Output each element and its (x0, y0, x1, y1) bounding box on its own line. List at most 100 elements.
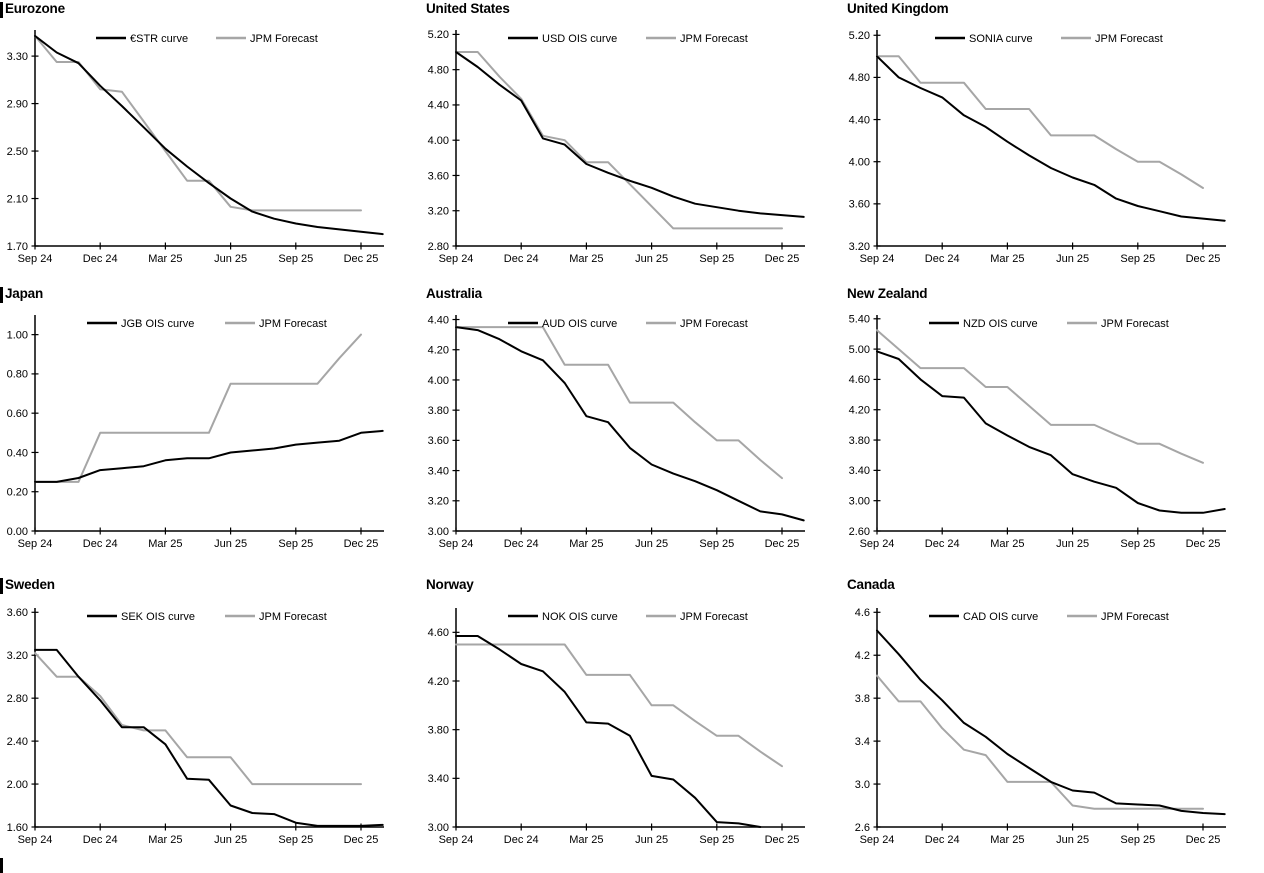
x-tick-label: Dec 25 (1186, 538, 1221, 550)
y-tick-label: 3.8 (855, 693, 870, 705)
chart-title-japan: Japan (5, 286, 44, 301)
chart-plot-canada: 2.6 3.0 3.4 3.8 4.2 4.6 Sep 24 Dec 24 Mar 25 Jun … (855, 607, 1226, 846)
chart-title-canada: Canada (847, 577, 895, 592)
x-tick-label: Jun 25 (1056, 834, 1089, 846)
x-tick-label: Sep 25 (1120, 253, 1155, 265)
y-tick-label: 4.20 (849, 405, 870, 417)
y-tick-label: 4.40 (849, 114, 870, 126)
chart-plot-united-states: 2.80 3.20 3.60 4.00 4.40 4.80 5.20 Sep 24 Dec 24… (428, 29, 805, 265)
x-tick-label: Sep 24 (439, 253, 474, 265)
y-tick-label: 2.50 (7, 146, 28, 158)
legend-label: JPM Forecast (1101, 611, 1169, 623)
y-tick-label: 4.2 (855, 650, 870, 662)
x-tick-label: Dec 25 (765, 834, 800, 846)
x-tick-label: Mar 25 (148, 834, 182, 846)
legend-label: JPM Forecast (680, 33, 748, 45)
series-line-forecast (34, 333, 362, 483)
y-tick-label: 3.40 (428, 773, 449, 785)
y-tick-label: 3.80 (428, 724, 449, 736)
series-line-forecast (455, 326, 783, 480)
y-tick-label: 4.80 (849, 72, 870, 84)
x-tick-label: Mar 25 (569, 253, 603, 265)
y-tick-label: 3.60 (7, 607, 28, 619)
y-tick-label: 0.60 (7, 408, 28, 420)
y-tick-label: 5.40 (849, 314, 870, 326)
chart-plot-australia: 3.00 3.20 3.40 3.60 3.80 4.00 4.20 4.40 Sep 24 De… (428, 314, 805, 550)
x-tick-label: Dec 25 (344, 253, 379, 265)
x-tick-label: Jun 25 (214, 538, 247, 550)
chart-cell-new-zealand: New Zealand 2.60 3.00 3.40 3.80 4.20 4.60 5.00… (842, 285, 1264, 570)
y-tick-label: 3.20 (428, 496, 449, 508)
y-tick-label: 4.00 (849, 157, 870, 169)
chart-cell-united-states: United States 2.80 3.20 3.60 4.00 4.40 4.80 5.… (421, 0, 842, 285)
series-line-market (34, 429, 384, 483)
chart-cell-eurozone: Eurozone 1.70 2.10 2.50 2.90 3.30 Sep 24 Dec 2… (0, 0, 421, 285)
x-tick-label: Dec 24 (83, 538, 118, 550)
y-tick-label: 0.00 (7, 526, 28, 538)
chart-cell-united-kingdom: United Kingdom 3.20 3.60 4.00 4.40 4.80 5.20 S… (842, 0, 1264, 285)
legend-label: JGB OIS curve (121, 318, 194, 330)
x-tick-label: Dec 25 (765, 253, 800, 265)
legend-label: JPM Forecast (259, 611, 327, 623)
page-edge-mark (0, 287, 3, 303)
x-tick-label: Sep 24 (860, 253, 895, 265)
series-line-market (455, 51, 805, 218)
x-tick-label: Sep 25 (1120, 538, 1155, 550)
x-tick-label: Dec 24 (925, 834, 960, 846)
y-tick-label: 3.00 (849, 495, 870, 507)
x-tick-label: Dec 25 (344, 834, 379, 846)
y-tick-label: 4.6 (855, 607, 870, 619)
x-tick-label: Sep 25 (278, 834, 313, 846)
x-tick-label: Dec 25 (765, 538, 800, 550)
chart-title-eurozone: Eurozone (5, 1, 65, 16)
y-tick-label: 3.00 (428, 526, 449, 538)
y-tick-label: 3.40 (849, 465, 870, 477)
y-tick-label: 4.00 (428, 375, 449, 387)
y-tick-label: 4.40 (428, 100, 449, 112)
y-tick-label: 2.80 (428, 241, 449, 253)
chart-title-united-kingdom: United Kingdom (847, 1, 949, 16)
y-tick-label: 4.80 (428, 64, 449, 76)
x-tick-label: Sep 25 (278, 253, 313, 265)
y-tick-label: 3.00 (428, 822, 449, 834)
x-tick-label: Jun 25 (635, 538, 668, 550)
legend-label: AUD OIS curve (542, 318, 617, 330)
x-tick-label: Jun 25 (1056, 253, 1089, 265)
x-tick-label: Jun 25 (635, 834, 668, 846)
x-tick-label: Jun 25 (214, 834, 247, 846)
y-tick-label: 0.80 (7, 369, 28, 381)
x-tick-label: Mar 25 (148, 253, 182, 265)
x-tick-label: Sep 24 (439, 834, 474, 846)
legend-label: SONIA curve (969, 33, 1033, 45)
x-tick-label: Sep 24 (860, 834, 895, 846)
y-tick-label: 2.6 (855, 822, 870, 834)
y-tick-label: 3.30 (7, 51, 28, 63)
x-tick-label: Dec 24 (504, 538, 539, 550)
x-tick-label: Dec 24 (83, 834, 118, 846)
legend-label: CAD OIS curve (963, 611, 1038, 623)
x-tick-label: Sep 24 (18, 538, 53, 550)
chart-plot-sweden: 1.60 2.00 2.40 2.80 3.20 3.60 Sep 24 Dec 24 Mar … (7, 607, 384, 846)
page-edge-mark (0, 578, 3, 594)
x-tick-label: Sep 25 (699, 834, 734, 846)
series-line-forecast (876, 55, 1204, 189)
legend-label: SEK OIS curve (121, 611, 195, 623)
page-edge-mark-bottom (0, 858, 3, 873)
x-tick-label: Dec 24 (504, 253, 539, 265)
series-line-market (876, 55, 1226, 222)
x-tick-label: Sep 25 (1120, 834, 1155, 846)
series-line-forecast (34, 652, 362, 786)
y-tick-label: 3.4 (855, 736, 870, 748)
y-tick-label: 0.20 (7, 487, 28, 499)
series-line-forecast (876, 674, 1204, 810)
legend-label: JPM Forecast (680, 611, 748, 623)
y-tick-label: 2.40 (7, 736, 28, 748)
y-tick-label: 4.00 (428, 135, 449, 147)
legend-label: NZD OIS curve (963, 318, 1038, 330)
legend-label: JPM Forecast (1101, 318, 1169, 330)
chart-plot-new-zealand: 2.60 3.00 3.40 3.80 4.20 4.60 5.00 5.40 Sep 24 De… (849, 314, 1226, 550)
legend-label: USD OIS curve (542, 33, 617, 45)
x-tick-label: Mar 25 (148, 538, 182, 550)
